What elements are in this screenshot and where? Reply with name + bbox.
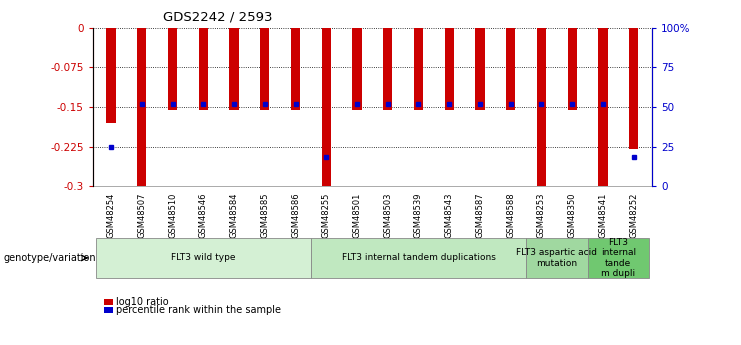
Bar — [230, 28, 239, 110]
Bar — [598, 28, 608, 186]
Bar — [568, 28, 576, 110]
Text: FLT3 aspartic acid
mutation: FLT3 aspartic acid mutation — [516, 248, 597, 268]
Bar — [536, 28, 546, 186]
Bar — [168, 28, 177, 110]
Text: FLT3 wild type: FLT3 wild type — [171, 253, 236, 263]
Bar — [475, 28, 485, 110]
Bar — [445, 28, 453, 110]
Bar — [383, 28, 392, 110]
Bar — [137, 28, 147, 186]
Text: FLT3
internal
tande
m dupli: FLT3 internal tande m dupli — [601, 238, 636, 278]
Text: log10 ratio: log10 ratio — [116, 297, 168, 307]
Bar — [506, 28, 515, 110]
Bar — [629, 28, 638, 149]
Text: FLT3 internal tandem duplications: FLT3 internal tandem duplications — [342, 253, 496, 263]
Text: GDS2242 / 2593: GDS2242 / 2593 — [163, 10, 273, 23]
Text: genotype/variation: genotype/variation — [4, 253, 96, 263]
Bar — [199, 28, 208, 110]
Bar — [353, 28, 362, 110]
Bar — [107, 28, 116, 123]
Bar — [291, 28, 300, 110]
Text: percentile rank within the sample: percentile rank within the sample — [116, 305, 281, 315]
Bar — [322, 28, 330, 186]
Bar — [260, 28, 270, 110]
Bar — [414, 28, 423, 110]
